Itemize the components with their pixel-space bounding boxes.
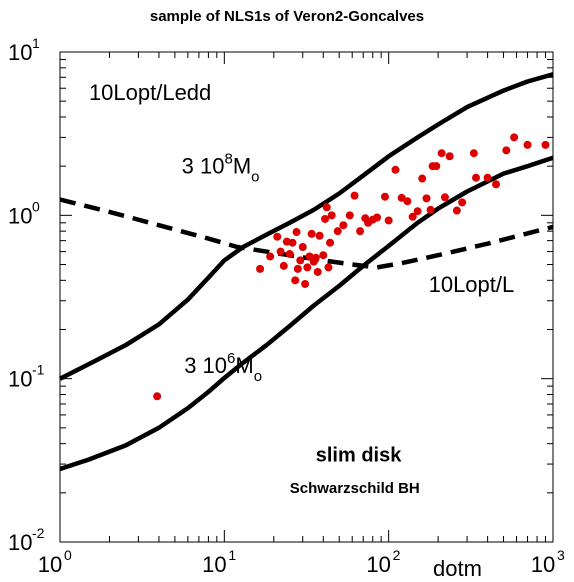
y-tick-label: 10 (8, 530, 32, 555)
data-point (483, 173, 492, 182)
data-point (350, 191, 359, 200)
data-point (408, 212, 417, 221)
data-point (311, 253, 320, 262)
data-point (319, 251, 328, 260)
data-point (303, 263, 312, 272)
x-tick-label: 10 (38, 552, 62, 577)
x-tick-labels: 10 0 10 1 10 2 10 3 (38, 547, 565, 577)
data-point (381, 192, 390, 201)
annotation-2: 3 108Mo (182, 151, 260, 186)
data-point (523, 140, 532, 149)
x-tick-exponent: 2 (393, 547, 401, 563)
data-point (445, 152, 454, 161)
data-point (458, 198, 467, 207)
data-point (298, 242, 307, 251)
data-point (422, 194, 431, 203)
data-point (326, 238, 335, 247)
solid-curve-1 (58, 72, 554, 381)
data-point (321, 214, 330, 223)
plot-frame (59, 51, 554, 543)
data-point (153, 392, 162, 401)
y-tick-exponent: -2 (32, 525, 45, 541)
x-tick-label: 10 (366, 552, 390, 577)
data-point (502, 146, 511, 155)
x-tick-label: 10 (202, 552, 226, 577)
data-point (333, 227, 342, 236)
data-point (293, 264, 302, 273)
data-points (153, 133, 550, 401)
solid-curve-2 (59, 155, 554, 472)
ticks (59, 52, 553, 543)
x-tick-label: 10 (531, 552, 555, 577)
data-point (266, 252, 275, 261)
data-point (510, 133, 519, 142)
data-point (472, 173, 481, 182)
data-point (356, 227, 365, 236)
x-tick-exponent: 3 (557, 547, 565, 563)
data-point (391, 165, 400, 174)
data-point (373, 213, 382, 222)
annotation-6: Schwarzschild BH (290, 480, 420, 497)
data-point (285, 249, 294, 258)
y-tick-label: 10 (8, 203, 32, 228)
y-tick-exponent: 0 (32, 198, 40, 214)
data-point (279, 261, 288, 270)
data-point (322, 203, 331, 212)
data-point (469, 149, 478, 158)
x-tick-exponent: 1 (228, 547, 236, 563)
data-point (345, 211, 354, 220)
data-point (296, 256, 305, 265)
data-point (292, 228, 301, 237)
data-point (324, 263, 333, 272)
y-tick-label: 10 (8, 367, 32, 392)
data-point (288, 238, 297, 247)
y-tick-exponent: 1 (32, 35, 40, 51)
data-point (452, 206, 461, 215)
data-point (327, 211, 336, 220)
chart-title: sample of NLS1s of Veron2-Goncalves (150, 8, 424, 25)
data-point (426, 205, 435, 214)
data-point (418, 174, 427, 183)
annotation-1: 10Lopt/Ledd (89, 80, 211, 105)
data-point (437, 149, 446, 158)
data-point (339, 221, 348, 230)
data-point (313, 267, 322, 276)
data-point (541, 140, 550, 149)
y-tick-exponent: -1 (32, 362, 45, 378)
data-point (276, 247, 285, 256)
data-point (315, 231, 324, 240)
annotation-5: slim disk (316, 445, 402, 467)
data-point (432, 162, 441, 171)
data-point (307, 229, 316, 238)
data-point (413, 207, 422, 216)
x-tick-exponent: 0 (64, 547, 72, 563)
annotation-3: 10Lopt/L (429, 272, 515, 297)
data-point (492, 180, 501, 189)
data-point (384, 216, 393, 225)
data-point (273, 232, 282, 241)
data-point (301, 279, 310, 288)
data-point (291, 276, 300, 285)
x-axis-label: dotm (433, 556, 482, 581)
data-point (440, 193, 449, 202)
y-tick-label: 10 (8, 40, 32, 65)
data-point (403, 197, 412, 206)
data-point (256, 264, 265, 273)
